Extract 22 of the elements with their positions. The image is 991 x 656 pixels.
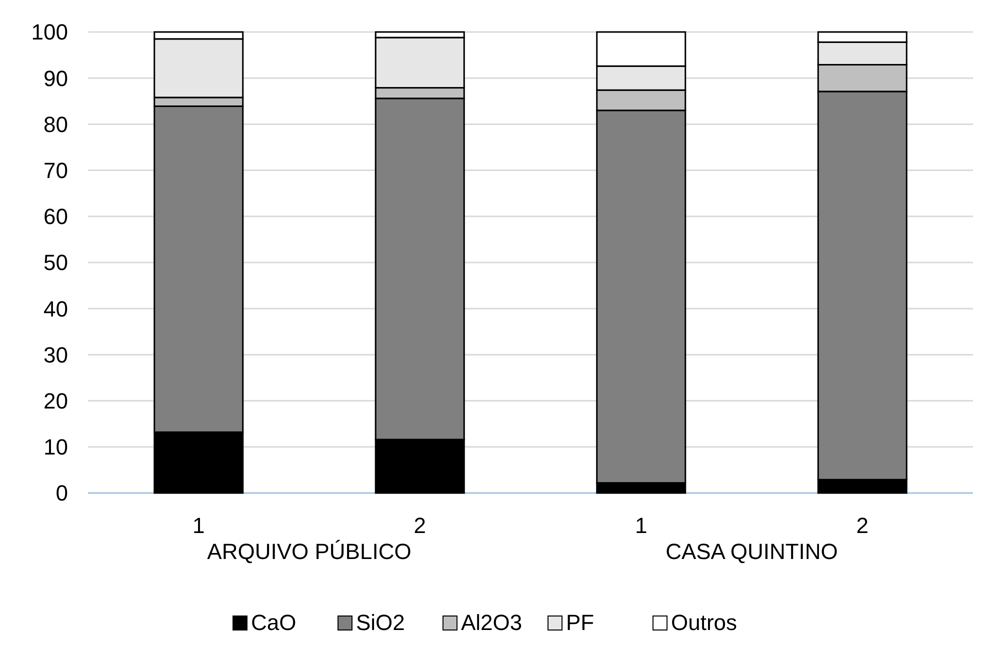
y-tick-label: 60 xyxy=(44,204,68,230)
text: CASA QUINTINO xyxy=(666,539,838,564)
y-tick-label: 70 xyxy=(44,158,68,183)
y-tick-label: 80 xyxy=(44,112,68,137)
y-tick-label: 50 xyxy=(44,250,68,276)
x-tick-label: 2 xyxy=(856,513,868,538)
legend-label: CaO xyxy=(251,610,296,635)
y-tick-label: 100 xyxy=(31,20,68,45)
legend-label: SiO2 xyxy=(356,610,405,635)
text: ARQUIVO PÚBLICO xyxy=(207,539,412,564)
y-tick-label: 90 xyxy=(44,66,68,91)
y-tick-label: 10 xyxy=(44,434,68,460)
x-tick-label: 1 xyxy=(635,513,648,538)
y-tick-label: 20 xyxy=(44,388,68,414)
legend-label: Al2O3 xyxy=(461,610,522,635)
legend-label: Outros xyxy=(671,610,738,635)
x-tick-label: 1 xyxy=(192,513,205,538)
y-tick-label: 0 xyxy=(56,480,68,506)
y-tick-label: 30 xyxy=(44,342,68,368)
y-tick-label: 40 xyxy=(44,296,68,322)
legend-label: PF xyxy=(566,610,594,635)
x-tick-label: 2 xyxy=(414,513,426,538)
